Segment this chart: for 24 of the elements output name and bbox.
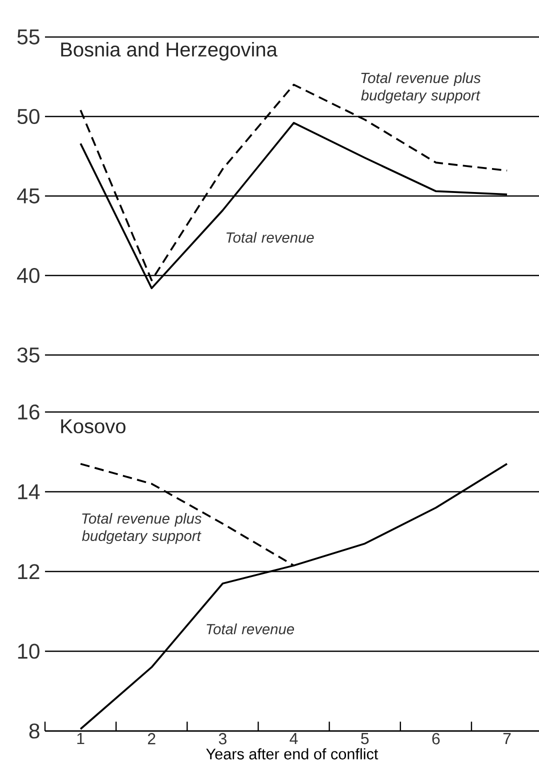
annotation: Total revenue plus budgetary support (361, 72, 481, 104)
y-tick-label: 40 (17, 268, 40, 284)
x-tick-label: 7 (503, 733, 511, 744)
y-tick-label: 50 (17, 108, 40, 124)
x-tick-label: 5 (361, 733, 369, 744)
x-tick-label: 1 (77, 733, 84, 744)
y-tick-label: 35 (17, 347, 40, 363)
annotation: Total revenue plus budgetary support (82, 512, 202, 544)
annotation: Total revenue (226, 232, 314, 243)
x-tick-label: 3 (218, 733, 226, 744)
x-tick-label: 2 (148, 733, 156, 744)
y-tick-label: 55 (17, 30, 40, 44)
y-tick-label: 16 (18, 404, 40, 420)
y-tick-label: 14 (18, 484, 40, 500)
annotation: Total revenue (206, 624, 294, 634)
x-tick-label: 4 (290, 733, 298, 744)
chart-title: Bosnia and Herzegovina (61, 42, 278, 61)
chart-title: Kosovo (61, 419, 126, 434)
y-tick-label: 10 (18, 644, 40, 659)
y-tick-label: 8 (29, 723, 40, 739)
y-tick-label: 12 (18, 564, 40, 579)
y-tick-label: 45 (17, 188, 40, 204)
x-axis-title: Years after end of conflict (206, 748, 378, 760)
x-tick-label: 6 (432, 733, 440, 744)
